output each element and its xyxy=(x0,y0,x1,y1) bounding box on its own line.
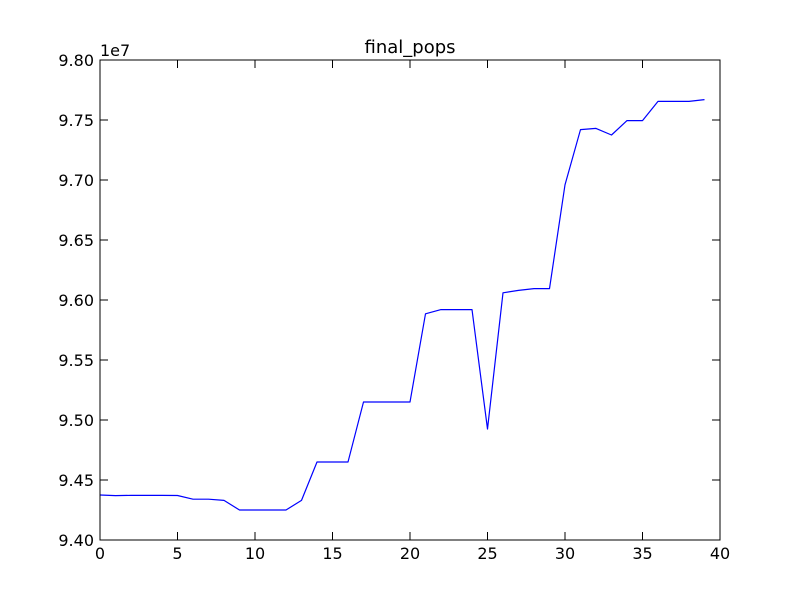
x-tick-label: 5 xyxy=(172,544,182,563)
chart-title: final_pops xyxy=(364,37,455,58)
x-tick-label: 30 xyxy=(555,544,575,563)
series-layer xyxy=(99,99,705,511)
tick-labels-layer: 0 5 10 15 20 25 30 35 40 9.40 9.45 9.50 9.55 9.60 9.65… xyxy=(58,51,730,563)
y-tick-label: 9.55 xyxy=(58,351,94,370)
y-tick-label: 9.45 xyxy=(58,471,94,490)
y-tick-label: 9.70 xyxy=(58,171,94,190)
plot-frame xyxy=(99,59,721,541)
y-tick-label: 9.65 xyxy=(58,231,94,250)
x-tick-label: 40 xyxy=(710,544,730,563)
y-tick-label: 9.75 xyxy=(58,111,94,130)
x-tick-label: 35 xyxy=(632,544,652,563)
x-tick-label: 20 xyxy=(400,544,420,563)
y-axis-offset-label: 1e7 xyxy=(100,41,130,60)
x-tick-label: 25 xyxy=(477,544,497,563)
y-tick-label: 9.50 xyxy=(58,411,94,430)
series-line xyxy=(99,99,705,511)
x-tick-label: 10 xyxy=(245,544,265,563)
x-tick-label: 0 xyxy=(95,544,105,563)
x-tick-label: 15 xyxy=(322,544,342,563)
y-tick-label: 9.40 xyxy=(58,531,94,550)
y-tick-label: 9.60 xyxy=(58,291,94,310)
y-tick-label: 9.80 xyxy=(58,51,94,70)
